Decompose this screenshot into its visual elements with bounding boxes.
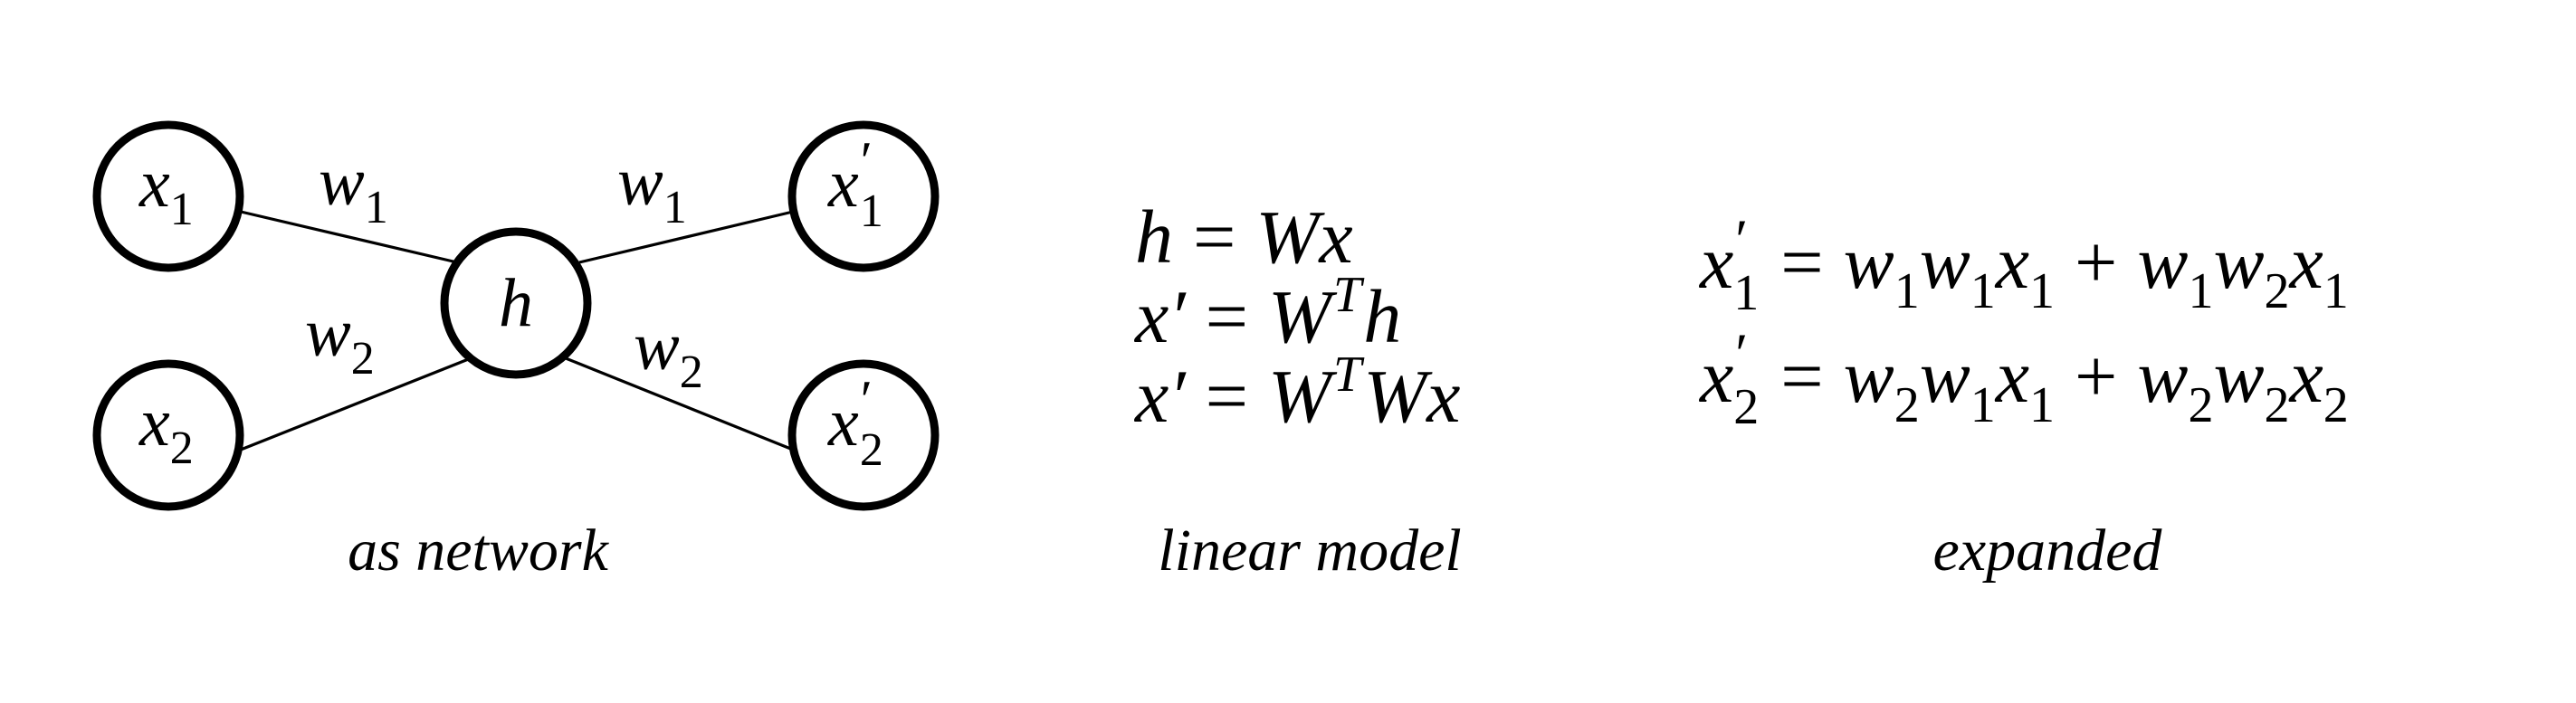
svg-text:h: h — [499, 265, 533, 341]
svg-text:x′1: x′ 1 — [827, 131, 883, 237]
expanded-eq-1: x′ 1 = w1w1x1 + w1w2x1 — [1698, 207, 2349, 321]
caption-expanded: expanded — [1933, 518, 2163, 584]
linear-eq-3: x′ = WTWx — [1133, 347, 1460, 439]
node-x1-prime: x′ 1 — [787, 120, 940, 272]
caption-linear-model: linear model — [1158, 518, 1461, 584]
linear-eq-1: h = Wx — [1135, 195, 1353, 280]
caption-as-network: as network — [348, 518, 610, 584]
edge-label-left-bottom: w2 — [305, 295, 375, 385]
node-x2: x2 — [92, 359, 244, 511]
edge-x2-h — [240, 356, 472, 451]
linear-eq-2: x′ = WTh — [1133, 267, 1401, 359]
expanded-panel: x′ 1 = w1w1x1 + w1w2x1 x′ 2 = w2w1x1 + w2w2x2 expa… — [1698, 207, 2349, 584]
expanded-eq-2: x′ 2 = w2w1x1 + w2w2x2 — [1698, 321, 2349, 435]
edge-h-x2p — [565, 356, 794, 451]
node-h: h — [440, 227, 592, 379]
edge-label-left-top: w1 — [319, 144, 388, 233]
edge-label-right-bottom: w2 — [634, 309, 703, 398]
svg-text:x1: x1 — [138, 146, 194, 235]
edge-x1-h — [240, 210, 458, 264]
svg-text:x′2: x′ 2 — [827, 370, 883, 476]
node-x1: x1 — [92, 120, 244, 272]
network-panel: w1 w2 w1 w2 x1 x2 h x′ 1 x′ 2 as network — [92, 120, 940, 584]
edge-label-right-top: w1 — [617, 144, 687, 233]
svg-text:x2: x2 — [138, 385, 194, 474]
node-x2-prime: x′ 2 — [787, 359, 940, 511]
edge-h-x1p — [578, 210, 794, 264]
linear-model-panel: h = Wx x′ = WTh x′ = WTWx linear model — [1133, 195, 1462, 584]
